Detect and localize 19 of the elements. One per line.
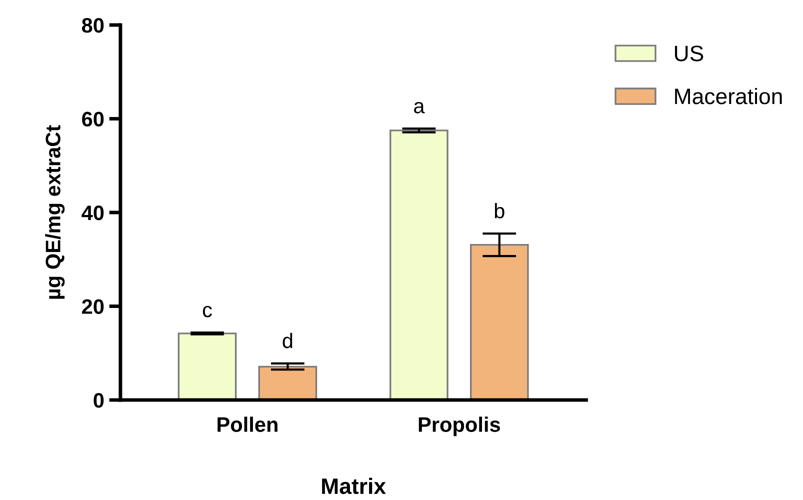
bar	[390, 130, 448, 400]
annotation: d	[282, 332, 292, 348]
y-tick-label: 40	[82, 206, 104, 220]
annotation: c	[202, 306, 212, 318]
x-tick-label: Propolis	[418, 416, 500, 436]
bar	[178, 332, 237, 400]
y-axis-title: µg QE/mg extraCt	[45, 125, 65, 299]
legend-label: Maceration	[675, 88, 782, 104]
y-tick-label: 60	[82, 112, 104, 127]
bar	[258, 366, 318, 400]
legend-label: US	[675, 46, 704, 62]
x-axis-title: Matrix	[322, 478, 386, 494]
y-tick-label: 20	[82, 299, 104, 314]
x-tick-label: Pollen	[218, 416, 278, 432]
bar	[470, 244, 529, 400]
y-tick-label: 0	[94, 393, 104, 408]
annotation: b	[494, 203, 504, 218]
annotation: a	[414, 102, 425, 114]
y-tick-label: 80	[82, 18, 104, 33]
